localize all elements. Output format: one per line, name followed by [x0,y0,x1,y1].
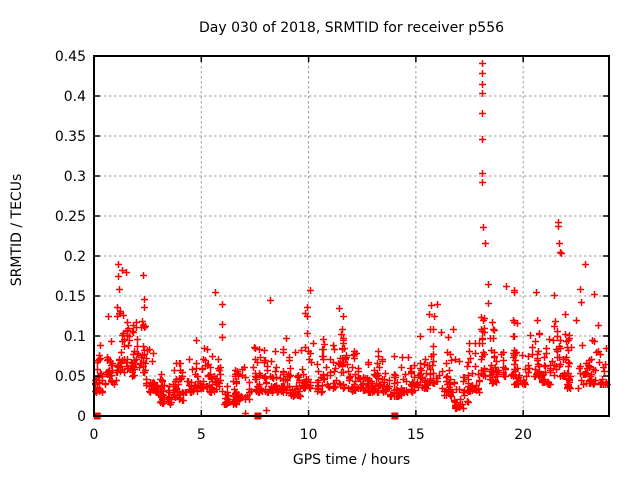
y-tick-label: 0.2 [64,249,86,265]
y-tick-label: 0.05 [55,369,86,385]
y-tick-label: 0.25 [55,209,86,225]
x-tick-label: 0 [90,427,99,443]
plot-border [93,55,610,417]
y-tick-label: 0.35 [55,129,86,145]
y-tick-label: 0.1 [64,329,86,345]
chart-title: Day 030 of 2018, SRMTID for receiver p55… [198,20,505,36]
y-tick-label: 0.15 [55,289,86,305]
y-tick-label: 0.45 [55,49,86,65]
y-tick-label: 0.3 [64,169,86,185]
y-tick-label: 0 [77,409,86,425]
x-axis-label: GPS time / hours [292,452,411,468]
x-tick-label: 5 [197,427,206,443]
y-tick-label: 0.4 [64,89,86,105]
scatter-points [92,60,611,417]
x-tick-label: 20 [514,427,532,443]
x-tick-label: 10 [300,427,318,443]
y-axis-label: SRMTID / TECUs [9,173,25,287]
x-tick-label: 15 [407,427,425,443]
